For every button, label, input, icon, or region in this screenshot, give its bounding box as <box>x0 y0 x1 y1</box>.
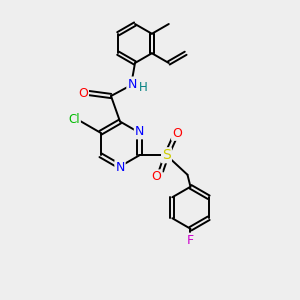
Text: O: O <box>78 86 88 100</box>
Text: H: H <box>139 81 148 94</box>
Text: N: N <box>135 125 144 138</box>
Text: N: N <box>115 161 125 174</box>
Text: O: O <box>152 170 161 183</box>
Text: N: N <box>127 77 137 91</box>
Text: S: S <box>162 148 171 162</box>
Text: Cl: Cl <box>68 113 80 126</box>
Text: O: O <box>172 127 182 140</box>
Text: F: F <box>187 234 194 247</box>
